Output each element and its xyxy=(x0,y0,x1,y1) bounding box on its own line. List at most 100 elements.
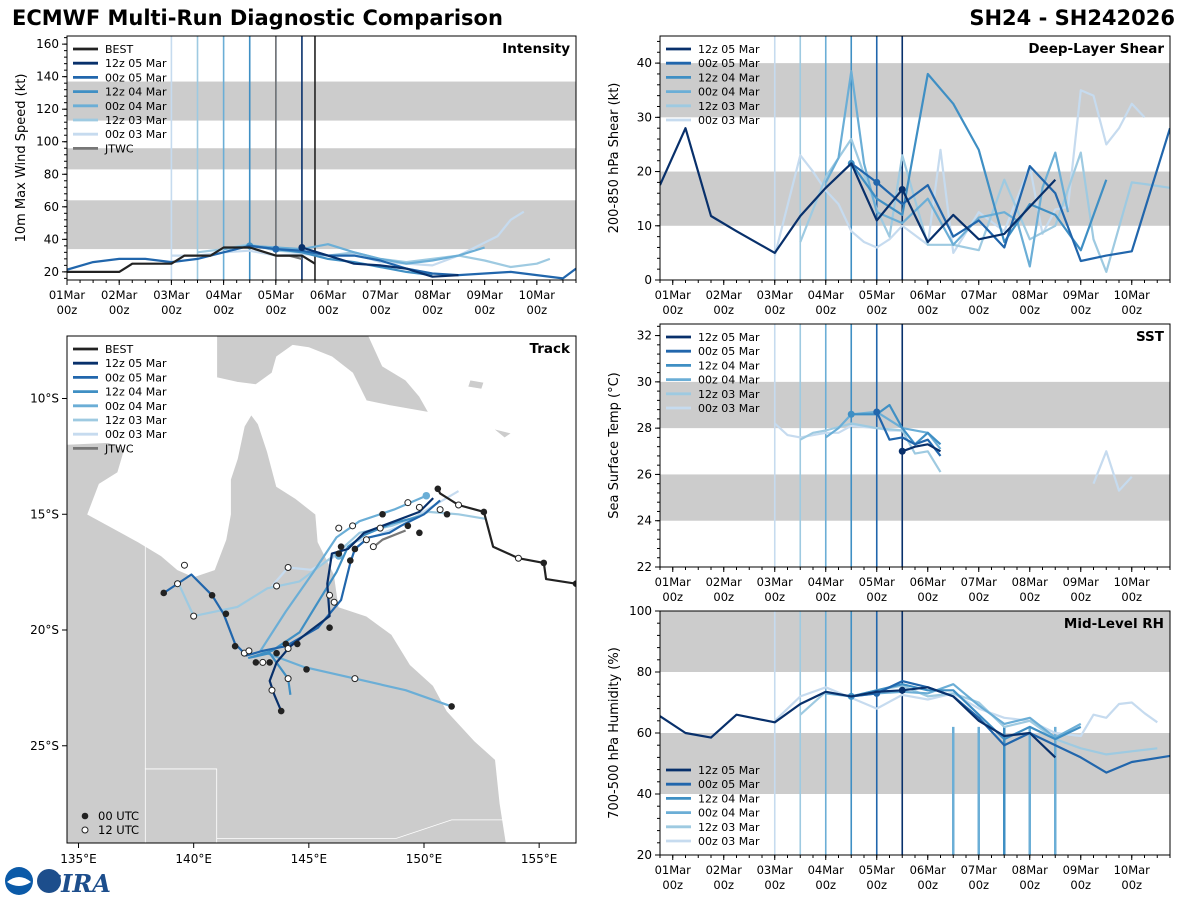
intensity-y-axis-label: 10m Max Wind Speed (kt) xyxy=(14,74,29,243)
track-marker-00utc xyxy=(346,557,354,564)
track-marker-12utc xyxy=(174,580,182,588)
track-marker-12utc xyxy=(180,561,188,569)
utc-legend-00-label: 00 UTC xyxy=(98,809,139,823)
shear-init-point xyxy=(873,178,881,186)
sst-threshold-band xyxy=(660,474,1170,521)
track-marker-12utc xyxy=(362,536,370,544)
rh-threshold-band xyxy=(660,611,1170,672)
shear-x-tick-hour: 00z xyxy=(1070,303,1091,317)
rh-x-tick-date: 01Mar xyxy=(655,863,692,877)
rh-x-tick-date: 09Mar xyxy=(1063,863,1100,877)
rh-x-tick-date: 05Mar xyxy=(859,863,896,877)
rh-y-tick-label: 40 xyxy=(637,787,652,801)
track-marker-00utc xyxy=(303,666,310,673)
rh-series-line xyxy=(851,679,1170,774)
intensity-x-tick-hour: 00z xyxy=(474,303,495,317)
intensity-x-tick-date: 03Mar xyxy=(153,288,190,302)
track-marker-00utc xyxy=(379,510,386,518)
sst-x-tick-date: 09Mar xyxy=(1063,575,1100,589)
sst-y-tick-label: 22 xyxy=(637,560,652,574)
sst-legend-label: 00z 04 Mar xyxy=(698,374,760,387)
shear-series-line xyxy=(850,72,1108,252)
track-legend-label: 12z 05 Mar xyxy=(105,357,167,370)
intensity-x-tick-date: 08Mar xyxy=(414,288,451,302)
track-marker-12utc xyxy=(268,686,276,694)
rh-x-tick-hour: 00z xyxy=(866,878,887,892)
shear-legend-label: 12z 04 Mar xyxy=(698,71,760,84)
track-marker-00utc xyxy=(252,659,260,666)
rh-legend-label: 12z 05 Mar xyxy=(698,764,760,777)
cira-seal-icon xyxy=(37,869,61,893)
track-series-line xyxy=(436,488,576,585)
intensity-x-tick-hour: 00z xyxy=(422,303,443,317)
sst-y-tick-label: 30 xyxy=(637,375,652,389)
intensity-x-tick-hour: 00z xyxy=(370,303,391,317)
track-marker-12utc xyxy=(326,591,334,599)
shear-plot-area xyxy=(660,36,1170,280)
track-series-line xyxy=(163,499,441,657)
intensity-legend-label: 00z 05 Mar xyxy=(105,71,167,84)
intensity-x-tick-hour: 00z xyxy=(57,303,78,317)
track-marker-00utc xyxy=(448,703,455,710)
track-legend-label: 00z 03 Mar xyxy=(105,428,167,441)
intensity-legend-label: 12z 03 Mar xyxy=(105,114,167,127)
sst-legend-label: 12z 05 Mar xyxy=(698,331,760,344)
sst-y-tick-label: 32 xyxy=(637,329,652,343)
shear-x-tick-date: 10Mar xyxy=(1114,288,1151,302)
rh-y-tick-label: 100 xyxy=(629,604,652,618)
track-y-tick-label: 15°S xyxy=(30,507,59,521)
cira-logo-text: CIRA xyxy=(42,869,111,898)
intensity-x-tick-date: 02Mar xyxy=(101,288,138,302)
intensity-y-tick-label: 160 xyxy=(36,37,59,51)
track-x-tick-label: 140°E xyxy=(175,852,212,866)
intensity-legend-label: BEST xyxy=(105,43,133,56)
track-marker-00utc xyxy=(404,522,412,530)
shear-x-tick-date: 01Mar xyxy=(655,288,692,302)
intensity-series-line xyxy=(301,246,459,278)
track-series-line xyxy=(259,494,452,708)
intensity-panel: 2040608010012014016001Mar00z02Mar00z03Ma… xyxy=(14,35,577,317)
intensity-plot-area xyxy=(67,36,576,280)
shear-x-tick-hour: 00z xyxy=(968,303,989,317)
sst-init-point xyxy=(898,447,906,455)
track-legend-label: 12z 03 Mar xyxy=(105,414,167,427)
rh-x-tick-date: 10Mar xyxy=(1114,863,1151,877)
track-panel: 135°E 140°E 145°E 150°E 155°E 10°S 15°S 20°S 25°… xyxy=(30,335,577,866)
intensity-panel-title: Intensity xyxy=(502,41,570,57)
island-landmass xyxy=(467,379,485,390)
track-legend-label: 00z 05 Mar xyxy=(105,371,167,384)
shear-legend-label: 00z 05 Mar xyxy=(698,57,760,70)
track-marker-12utc xyxy=(404,499,412,507)
intensity-y-tick-label: 120 xyxy=(36,102,59,116)
track-marker-00utc xyxy=(222,610,230,618)
track-x-tick-label: 150°E xyxy=(406,852,443,866)
sst-y-tick-label: 26 xyxy=(637,467,652,481)
shear-y-tick-label: 30 xyxy=(637,110,652,124)
shear-x-tick-hour: 00z xyxy=(713,303,734,317)
rh-panel-title: Mid-Level RH xyxy=(1064,616,1164,632)
rh-panel: 2040608010001Mar00z02Mar00z03Mar00z04Mar… xyxy=(607,604,1171,892)
sst-plot-area xyxy=(660,324,1170,567)
sst-threshold-band xyxy=(660,381,1170,429)
intensity-x-tick-date: 07Mar xyxy=(362,288,399,302)
rh-x-tick-date: 08Mar xyxy=(1012,863,1049,877)
sst-x-tick-hour: 00z xyxy=(1070,590,1091,604)
track-legend-label: BEST xyxy=(105,343,133,356)
shear-legend-label: 12z 03 Mar xyxy=(698,100,760,113)
track-marker-00utc xyxy=(416,529,423,537)
rh-x-tick-hour: 00z xyxy=(1070,878,1091,892)
rh-x-tick-date: 03Mar xyxy=(757,863,794,877)
cira-logo: CIRA xyxy=(5,867,111,898)
shear-x-tick-date: 03Mar xyxy=(757,288,794,302)
shear-x-tick-date: 08Mar xyxy=(1012,288,1049,302)
track-marker-12utc xyxy=(190,612,198,620)
intensity-x-tick-date: 05Mar xyxy=(258,288,295,302)
rh-x-tick-hour: 00z xyxy=(662,878,683,892)
sst-series-line xyxy=(799,422,942,473)
track-marker-00utc xyxy=(273,649,280,657)
track-marker-00utc xyxy=(335,550,343,557)
shear-x-tick-date: 05Mar xyxy=(859,288,896,302)
track-marker-00utc xyxy=(326,624,333,631)
intensity-y-tick-label: 100 xyxy=(36,135,59,149)
